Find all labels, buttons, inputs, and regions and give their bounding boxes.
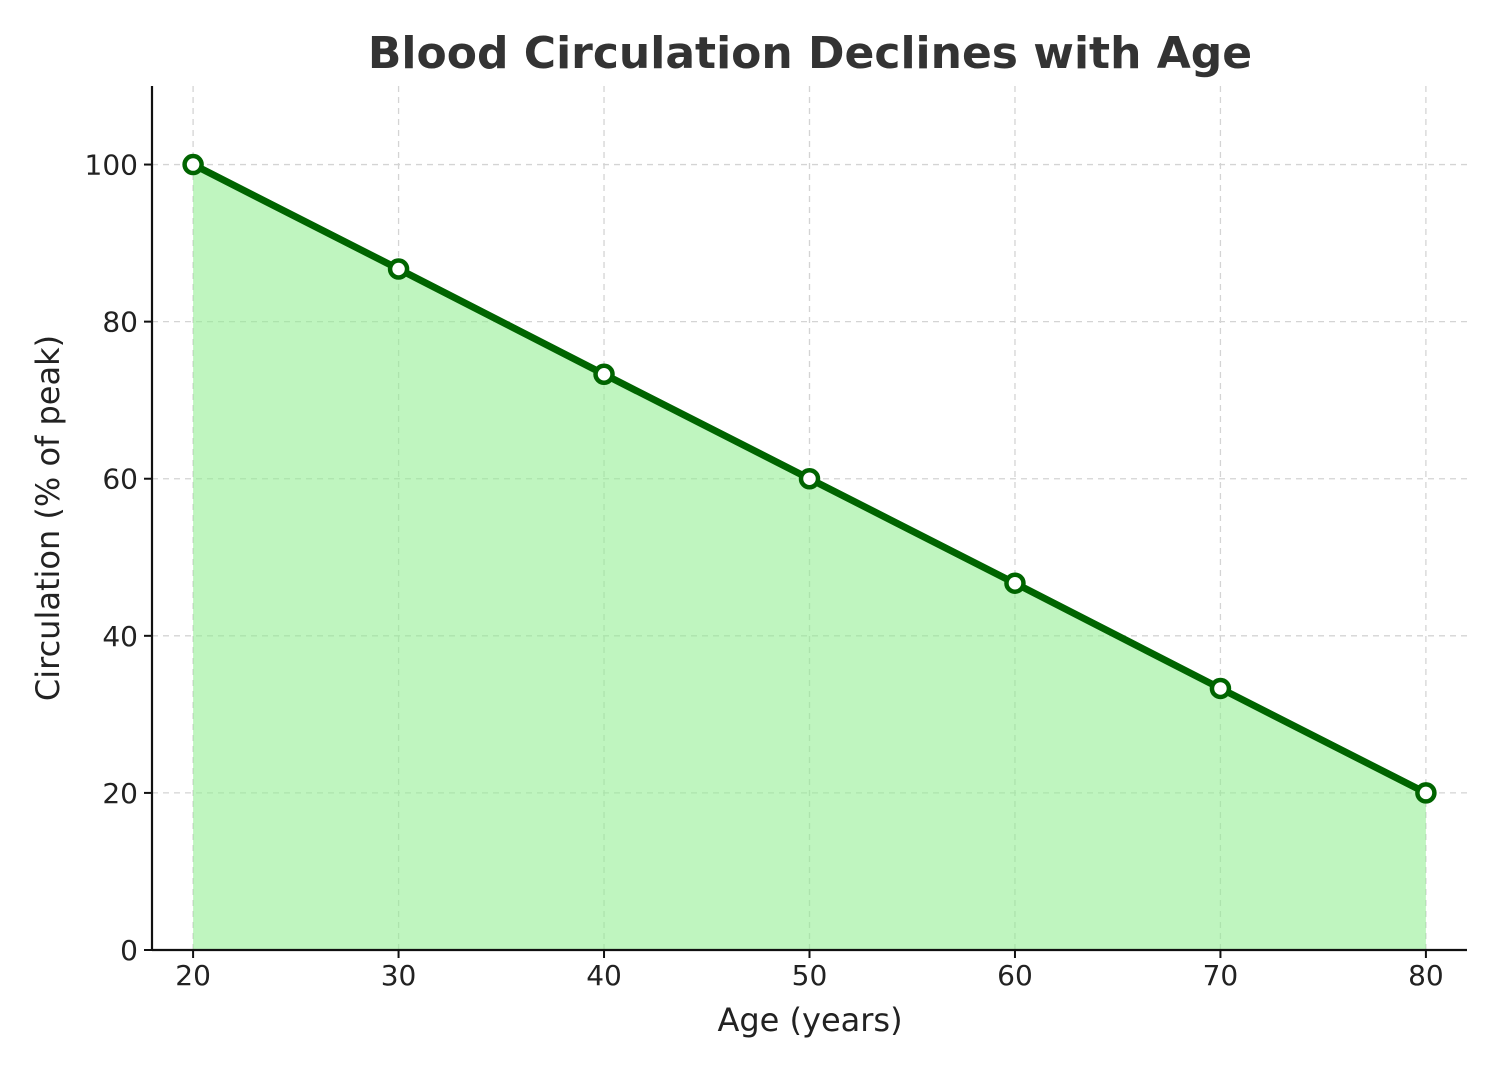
data-point xyxy=(593,363,615,386)
x-tick-label: 30 xyxy=(381,959,417,992)
y-tick-label: 100 xyxy=(85,149,138,182)
x-tick-label: 20 xyxy=(175,959,211,992)
tick-labels: 20 30 40 50 60 70 80 0 20 40 60 80 100 xyxy=(85,149,1444,992)
markers-layer xyxy=(182,153,1437,804)
area-fill-layer xyxy=(193,164,1426,950)
data-point xyxy=(387,258,410,280)
y-tick-label: 40 xyxy=(102,620,138,653)
x-axis-label: Age (years) xyxy=(717,1001,902,1039)
x-tick-label: 70 xyxy=(1203,959,1239,992)
data-point xyxy=(182,153,204,176)
data-point xyxy=(1415,782,1437,804)
x-tick-label: 40 xyxy=(586,959,622,992)
x-tick-label: 60 xyxy=(997,959,1033,992)
x-tick-label: 50 xyxy=(792,959,828,992)
y-tick-label: 0 xyxy=(120,934,138,967)
x-tick-label: 80 xyxy=(1408,959,1444,992)
y-tick-label: 80 xyxy=(102,306,138,339)
data-point xyxy=(798,467,821,490)
chart-title: Blood Circulation Declines with Age xyxy=(368,28,1252,79)
y-tick-label: 20 xyxy=(102,777,138,810)
y-tick-label: 60 xyxy=(102,463,138,496)
area-fill xyxy=(193,164,1426,950)
data-point xyxy=(1004,572,1026,594)
axes xyxy=(144,86,1467,958)
data-point xyxy=(1209,677,1232,700)
y-axis-label: Circulation (% of peak) xyxy=(29,335,67,701)
